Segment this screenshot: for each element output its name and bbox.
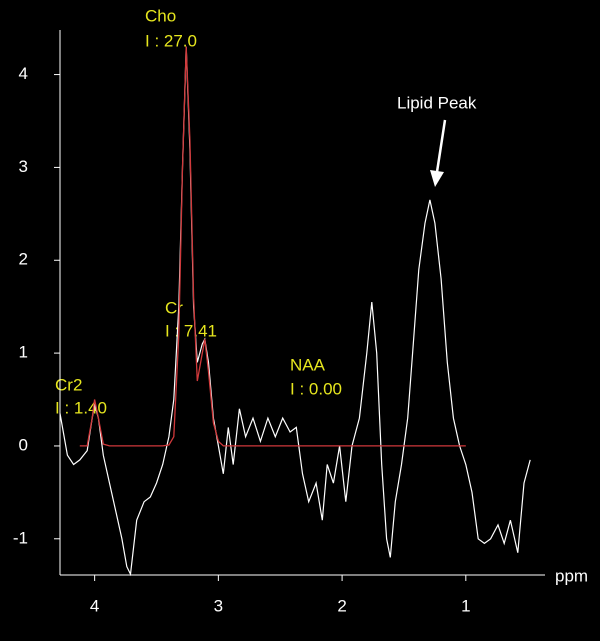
y-tick-label: 0	[19, 435, 28, 454]
arrow-shaft	[435, 119, 447, 173]
annotation-intensity: I : 1.40	[55, 398, 107, 417]
x-tick-label: 1	[461, 596, 470, 615]
arrow-head	[430, 170, 444, 187]
y-tick-label: 2	[19, 250, 28, 269]
annotation-intensity: I : 27.0	[145, 31, 197, 50]
spectrum-line	[59, 46, 531, 577]
arrow-label: Lipid Peak	[397, 93, 477, 112]
x-axis-label: ppm	[555, 566, 588, 585]
y-tick-label: 4	[19, 64, 28, 83]
annotation-intensity: I : 0.00	[290, 379, 342, 398]
y-tick-label: 1	[19, 343, 28, 362]
annotation-intensity: I : 7.41	[165, 321, 217, 340]
x-tick-label: 3	[214, 596, 223, 615]
annotation-label: Cr2	[55, 375, 82, 394]
x-tick-label: 4	[90, 596, 99, 615]
annotation-label: NAA	[290, 355, 326, 374]
x-tick-label: 2	[337, 596, 346, 615]
y-tick-label: -1	[13, 528, 28, 547]
fit-line	[79, 46, 466, 447]
y-tick-label: 3	[19, 157, 28, 176]
annotation-label: Cho	[145, 6, 176, 25]
annotation-label: Cr	[165, 298, 183, 317]
